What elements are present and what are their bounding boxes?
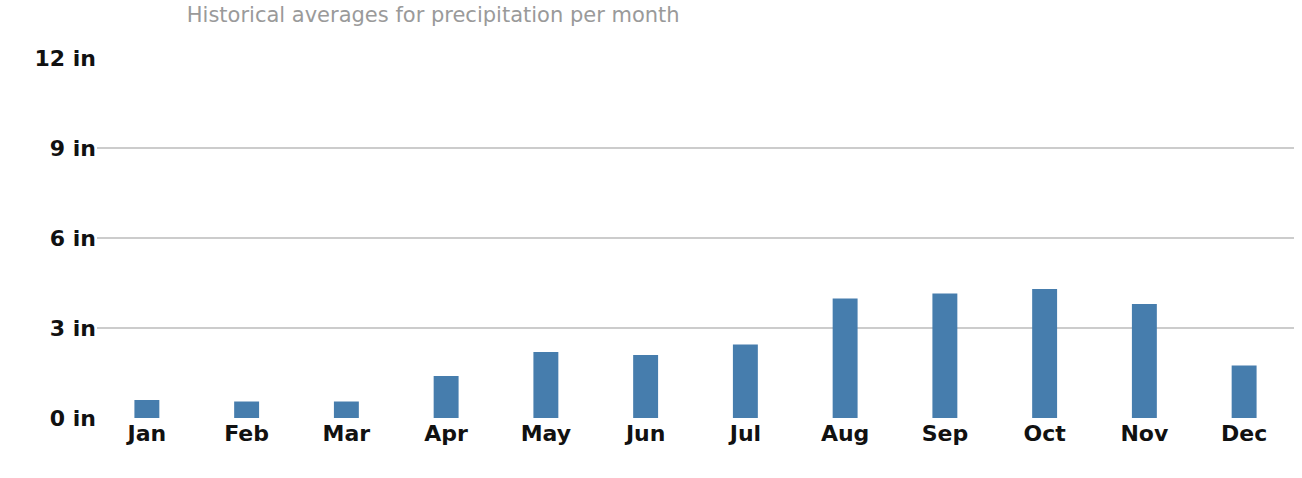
svg-text:3 in: 3 in xyxy=(50,316,96,341)
svg-text:Sep: Sep xyxy=(922,421,969,446)
svg-text:Jan: Jan xyxy=(126,421,167,446)
svg-text:6 in: 6 in xyxy=(50,226,96,251)
svg-text:Jul: Jul xyxy=(728,421,761,446)
svg-text:Nov: Nov xyxy=(1120,421,1169,446)
svg-text:0 in: 0 in xyxy=(50,406,96,431)
svg-text:9 in: 9 in xyxy=(50,136,96,161)
svg-text:Apr: Apr xyxy=(424,421,468,446)
svg-text:Aug: Aug xyxy=(821,421,869,446)
svg-text:Historical averages for precip: Historical averages for precipitation pe… xyxy=(187,3,680,27)
svg-text:Feb: Feb xyxy=(224,421,269,446)
svg-text:Dec: Dec xyxy=(1221,421,1267,446)
svg-text:12 in: 12 in xyxy=(35,46,96,71)
svg-text:Mar: Mar xyxy=(323,421,371,446)
svg-text:Jun: Jun xyxy=(624,421,666,446)
svg-text:Oct: Oct xyxy=(1023,421,1066,446)
svg-text:May: May xyxy=(521,421,571,446)
